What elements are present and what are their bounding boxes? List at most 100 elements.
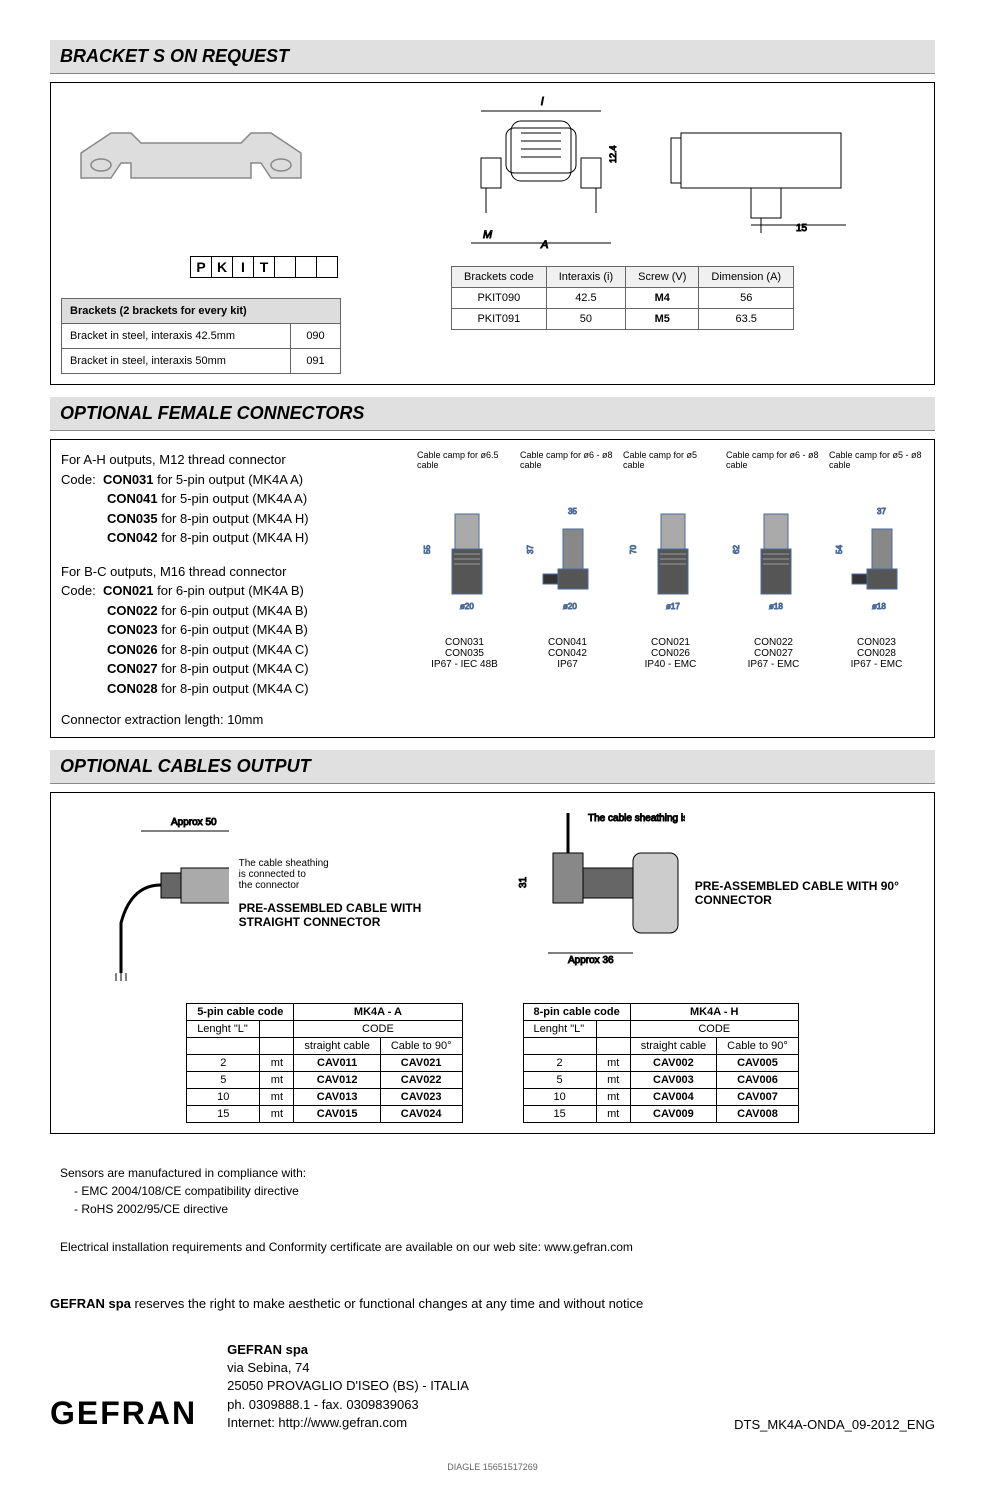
cell [260,1038,294,1055]
svg-text:ø20: ø20 [563,602,577,611]
svg-text:70: 70 [629,545,638,554]
conn-text: for 8-pin output (MK4A C) [161,642,308,657]
cell: M4 [626,288,699,309]
conn-code: CON041 [107,491,158,506]
bracket-dimension-drawing: i M A 12.4 [451,93,901,253]
company-info: GEFRAN spa via Sebina, 74 25050 PROVAGLI… [227,1341,469,1432]
cell: CODE [294,1021,462,1038]
company-phone: ph. 0309888.1 - fax. 0309839063 [227,1396,469,1414]
bracket-code: 091 [291,349,341,374]
svg-text:ø18: ø18 [769,602,783,611]
svg-text:The cable sheathing is connect: The cable sheathing is connected to the … [588,813,685,824]
svg-text:A: A [540,239,548,251]
table-heading: MK4A - H [630,1004,798,1021]
cables-box: Approx 50 The cable sheathingis connecte… [50,792,935,1134]
company-name: GEFRAN spa [227,1341,469,1359]
compliance-item: - RoHS 2002/95/CE directive [60,1200,925,1218]
table-row: 10mtCAV013CAV023 [187,1089,462,1106]
compliance-item: - EMC 2004/108/CE compatibility directiv… [60,1182,925,1200]
conn-code: CON035 [107,511,158,526]
cell: straight cable [630,1038,716,1055]
svg-text:Approx 50: Approx 50 [171,817,217,828]
cell: PKIT090 [452,288,547,309]
group-heading: For B-C outputs, M16 thread connector [61,562,377,582]
cell: straight cable [294,1038,380,1055]
conn-code: CON031 [103,472,154,487]
table-row: PKIT091 50 M5 63.5 [452,309,794,330]
bracket-code: 090 [291,324,341,349]
pkit-code-boxes: P K I T [191,256,431,278]
pkit-letter: T [253,256,275,278]
disclaimer: GEFRAN spa reserves the right to make ae… [50,1296,935,1311]
conn-code: CON028 [107,681,158,696]
table-row: 15mtCAV015CAV024 [187,1106,462,1123]
svg-text:ø17: ø17 [666,602,680,611]
section-header-brackets: BRACKET S ON REQUEST [50,40,935,74]
brackets-table: Brackets (2 brackets for every kit) Brac… [61,298,341,374]
conn-text: for 6-pin output (MK4A B) [161,622,308,637]
cell: 56 [699,288,794,309]
cell: CODE [630,1021,798,1038]
svg-text:12.4: 12.4 [608,145,618,163]
conn-code: CON021 [103,583,154,598]
connector-diagrams: Cable camp for ø6.5 cable ø20 55 CON031C… [417,450,924,727]
dim-header: Interaxis (i) [546,267,625,288]
svg-text:55: 55 [423,545,432,554]
pkit-letter: K [211,256,233,278]
cell: Lenght "L" [523,1021,596,1038]
cell: Cable to 90° [380,1038,462,1055]
disclaimer-text: reserves the right to make aesthetic or … [135,1296,644,1311]
conn-code: CON023 [107,622,158,637]
connector-diagram: Cable camp for ø5 - ø8 cable 37 ø18 54 C… [829,450,924,727]
company-addr: 25050 PROVAGLIO D'ISEO (BS) - ITALIA [227,1377,469,1395]
compliance-intro: Sensors are manufactured in compliance w… [60,1164,925,1182]
cell: M5 [626,309,699,330]
extraction-note: Connector extraction length: 10mm [61,712,377,727]
table-heading: MK4A - A [294,1004,462,1021]
conn-code: CON026 [107,642,158,657]
section-header-connectors: OPTIONAL FEMALE CONNECTORS [50,397,935,431]
connector-diagram: Cable camp for ø6 - ø8 cable 35 ø20 37 C… [520,450,615,727]
disclaimer-company: GEFRAN spa [50,1296,131,1311]
company-addr: via Sebina, 74 [227,1359,469,1377]
connectors-group-b: For B-C outputs, M16 thread connector Co… [61,562,377,699]
table-heading: 8-pin cable code [523,1004,630,1021]
svg-text:31: 31 [518,876,529,888]
connector-diagram: Cable camp for ø5 cable ø17 70 CON021CON… [623,450,718,727]
code-prefix: Code: [61,583,96,598]
svg-text:ø20: ø20 [460,602,474,611]
cell [523,1038,596,1055]
cell [187,1038,260,1055]
table-row: Bracket in steel, interaxis 42.5mm 090 [62,324,341,349]
cable-table-8pin: 8-pin cable code MK4A - H Lenght "L" COD… [523,1003,799,1123]
table-row: 5mtCAV003CAV006 [523,1072,798,1089]
cell [260,1021,294,1038]
compliance-note: Electrical installation requirements and… [60,1238,925,1256]
dim-header: Brackets code [452,267,547,288]
svg-text:M: M [483,229,493,241]
cell [596,1021,630,1038]
conn-text: for 8-pin output (MK4A C) [161,681,308,696]
svg-text:62: 62 [732,545,741,554]
connectors-box: For A-H outputs, M12 thread connector Co… [50,439,935,738]
doc-id: DTS_MK4A-ONDA_09-2012_ENG [734,1417,935,1432]
conn-text: for 8-pin output (MK4A H) [161,530,308,545]
conn-text: for 5-pin output (MK4A A) [161,491,307,506]
cell: Lenght "L" [187,1021,260,1038]
brackets-table-header: Brackets (2 brackets for every kit) [70,305,247,317]
conn-code: CON022 [107,603,158,618]
svg-text:37: 37 [526,545,535,554]
svg-text:37: 37 [877,507,886,516]
connector-diagram: Cable camp for ø6 - ø8 cable ø18 62 CON0… [726,450,821,727]
cable-caption: PRE-ASSEMBLED CABLE WITH STRAIGHT CONNEC… [239,901,478,929]
svg-text:Approx 36: Approx 36 [568,955,614,966]
table-row: 15mtCAV009CAV008 [523,1106,798,1123]
table-row: Bracket in steel, interaxis 50mm 091 [62,349,341,374]
cable-diagram-90: The cable sheathing is connected to the … [508,803,925,983]
code-prefix: Code: [61,472,96,487]
pkit-blank [274,256,296,278]
cable-diagram-straight: Approx 50 The cable sheathingis connecte… [61,803,478,983]
section-header-cables: OPTIONAL CABLES OUTPUT [50,750,935,784]
brackets-dim-table: Brackets code Interaxis (i) Screw (V) Di… [451,266,794,330]
pkit-blank [295,256,317,278]
